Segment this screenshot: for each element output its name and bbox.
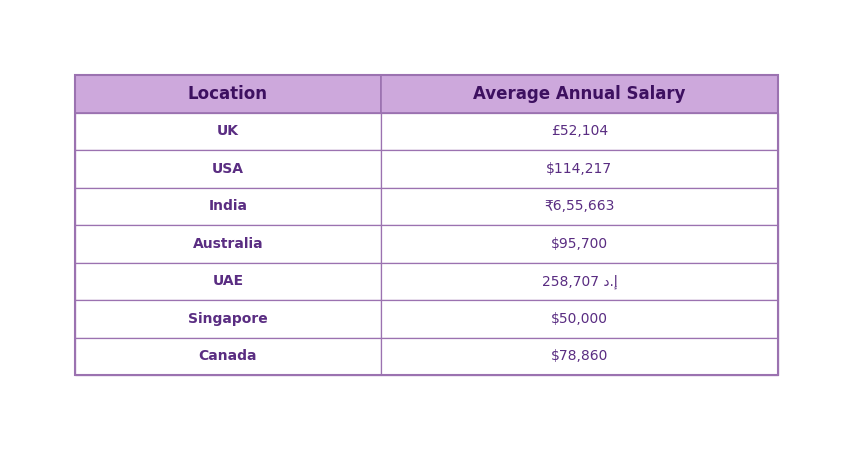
Text: $95,700: $95,700 [551, 237, 608, 251]
Text: USA: USA [212, 162, 244, 176]
Bar [381, 112, 778, 150]
Text: $78,860: $78,860 [551, 349, 608, 363]
Bar [75, 75, 778, 375]
Text: India: India [208, 199, 247, 213]
Text: UK: UK [217, 124, 239, 138]
Bar [75, 75, 381, 112]
Bar [381, 300, 778, 338]
Text: Canada: Canada [199, 349, 258, 363]
Text: $50,000: $50,000 [551, 312, 608, 326]
Bar [75, 188, 381, 225]
Text: 258,707 د.إ: 258,707 د.إ [541, 274, 617, 288]
Text: UAE: UAE [212, 274, 243, 288]
Bar [75, 150, 381, 188]
Bar [75, 338, 381, 375]
Text: £52,104: £52,104 [551, 124, 608, 138]
Text: Singapore: Singapore [188, 312, 268, 326]
Bar [75, 112, 381, 150]
Bar [381, 75, 778, 112]
Text: Location: Location [188, 85, 268, 103]
Bar [75, 262, 381, 300]
Bar [75, 225, 381, 262]
Bar [381, 188, 778, 225]
Text: ₹6,55,663: ₹6,55,663 [544, 199, 615, 213]
Bar [381, 338, 778, 375]
Bar [381, 225, 778, 262]
Bar [75, 300, 381, 338]
Text: $114,217: $114,217 [547, 162, 613, 176]
Bar [381, 150, 778, 188]
Bar [381, 262, 778, 300]
Text: Australia: Australia [193, 237, 264, 251]
Text: Average Annual Salary: Average Annual Salary [473, 85, 686, 103]
